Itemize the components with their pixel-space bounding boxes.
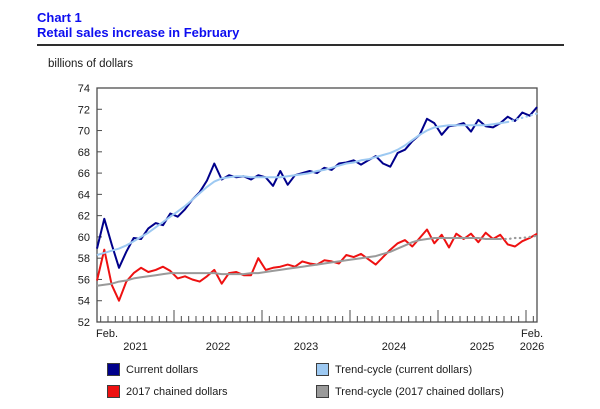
y-axis-unit-label: billions of dollars (48, 58, 134, 70)
svg-text:64: 64 (78, 189, 90, 201)
legend-label: Trend-cycle (current dollars) (335, 363, 473, 376)
svg-text:2024: 2024 (382, 341, 406, 353)
svg-text:72: 72 (78, 104, 90, 116)
svg-text:60: 60 (78, 232, 90, 244)
svg-text:2025: 2025 (470, 341, 494, 353)
legend-item: 2017 chained dollars (107, 385, 316, 398)
svg-text:2026: 2026 (520, 341, 544, 353)
legend-item: Current dollars (107, 363, 316, 376)
svg-text:74: 74 (78, 83, 90, 95)
svg-text:62: 62 (78, 211, 90, 223)
legend-label: 2017 chained dollars (126, 385, 228, 398)
legend-label: Current dollars (126, 363, 199, 376)
svg-text:2022: 2022 (206, 341, 230, 353)
chart-legend: Current dollars Trend-cycle (current doll… (107, 363, 504, 398)
legend-item: Trend-cycle (2017 chained dollars) (316, 385, 504, 398)
chart-number: Chart 1 (37, 10, 82, 25)
svg-text:58: 58 (78, 253, 90, 265)
legend-label: Trend-cycle (2017 chained dollars) (335, 385, 504, 398)
legend-swatch-icon (107, 363, 120, 376)
svg-text:2023: 2023 (294, 341, 318, 353)
svg-text:54: 54 (78, 296, 90, 308)
legend-swatch-icon (316, 363, 329, 376)
svg-text:66: 66 (78, 168, 90, 180)
svg-text:52: 52 (78, 317, 90, 329)
title-rule (37, 44, 564, 46)
svg-text:68: 68 (78, 147, 90, 159)
legend-swatch-icon (107, 385, 120, 398)
svg-text:Feb.: Feb. (521, 328, 543, 340)
svg-text:Feb.: Feb. (96, 328, 118, 340)
svg-text:2021: 2021 (123, 341, 147, 353)
chart-header: Chart 1 Retail sales increase in Februar… (37, 10, 239, 40)
svg-text:70: 70 (78, 126, 90, 138)
legend-item: Trend-cycle (current dollars) (316, 363, 504, 376)
chart-title: Retail sales increase in February (37, 25, 240, 40)
svg-text:56: 56 (78, 274, 90, 286)
legend-swatch-icon (316, 385, 329, 398)
